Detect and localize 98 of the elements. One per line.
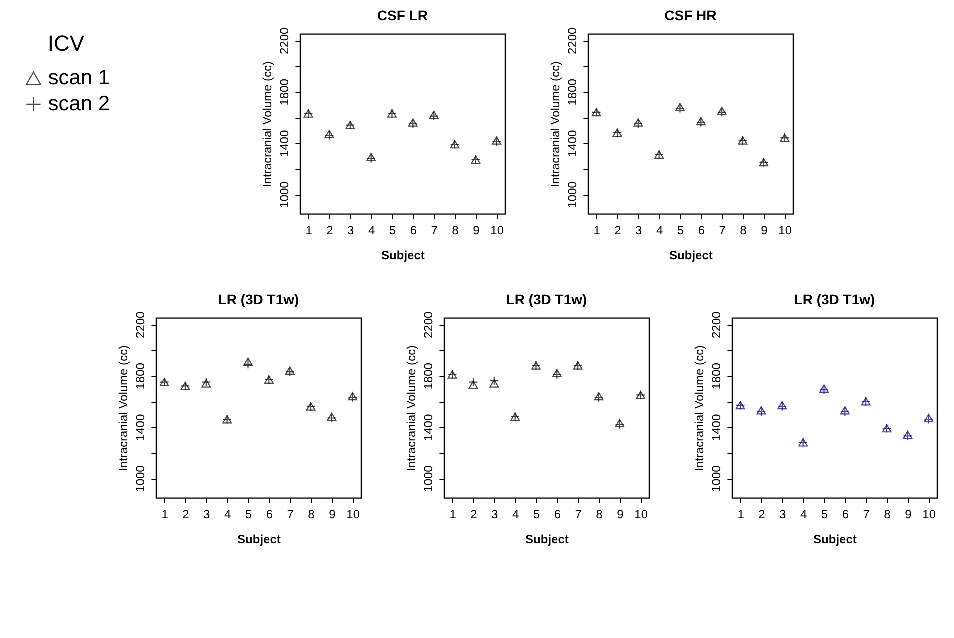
y-tick-label: 2200 xyxy=(278,27,292,55)
x-tick-label: 4 xyxy=(224,508,232,522)
y-axis-title: Intracranial Volume (cc) xyxy=(404,345,419,472)
point xyxy=(244,358,253,366)
x-tick-label: 10 xyxy=(346,508,360,522)
x-tick-label: 10 xyxy=(490,224,504,238)
x-tick-label: 3 xyxy=(492,508,499,522)
chart-title: LR (3D T1w) xyxy=(794,291,876,308)
x-tick-label: 2 xyxy=(326,224,334,238)
x-tick-label: 5 xyxy=(389,224,396,238)
x-tick-label: 10 xyxy=(922,508,936,522)
point xyxy=(324,130,334,138)
x-tick-label: 4 xyxy=(512,508,520,522)
point xyxy=(324,130,334,140)
x-tick-label: 2 xyxy=(614,224,622,238)
chart-title: CSF HR xyxy=(664,7,717,24)
point xyxy=(468,378,478,388)
x-tick-label: 9 xyxy=(473,224,480,238)
y-tick-label: 1400 xyxy=(422,414,436,442)
legend-label: scan 2 xyxy=(48,92,110,116)
x-tick-label: 2 xyxy=(470,508,478,522)
x-tick-label: 6 xyxy=(410,224,418,238)
x-tick-label: 9 xyxy=(761,224,768,238)
y-tick-label: 1000 xyxy=(710,465,724,492)
point xyxy=(490,379,500,388)
y-tick-label: 1000 xyxy=(566,181,580,208)
x-tick-label: 3 xyxy=(780,508,787,522)
x-tick-label: 5 xyxy=(821,508,828,522)
x-tick-label: 8 xyxy=(740,224,748,238)
x-tick-label: 5 xyxy=(245,508,252,522)
chart-title: LR (3D T1w) xyxy=(218,291,300,308)
y-tick-label: 1400 xyxy=(134,414,148,442)
y-tick-label: 1800 xyxy=(566,78,580,106)
x-tick-label: 1 xyxy=(450,508,457,522)
x-tick-label: 6 xyxy=(266,508,274,522)
x-tick-label: 1 xyxy=(306,224,313,238)
x-tick-label: 1 xyxy=(738,508,745,522)
y-tick-label: 1800 xyxy=(134,362,148,390)
y-tick-label: 1000 xyxy=(278,181,292,208)
x-tick-label: 10 xyxy=(634,508,648,522)
x-tick-label: 9 xyxy=(617,508,624,522)
y-tick-label: 1800 xyxy=(278,78,292,106)
x-tick-label: 8 xyxy=(596,508,604,522)
x-tick-label: 4 xyxy=(368,224,376,238)
x-tick-label: 9 xyxy=(329,508,336,522)
x-tick-label: 3 xyxy=(204,508,211,522)
x-tick-label: 4 xyxy=(800,508,808,522)
chart-title: LR (3D T1w) xyxy=(506,291,588,308)
y-tick-label: 1400 xyxy=(566,130,580,158)
x-tick-label: 8 xyxy=(452,224,460,238)
x-tick-label: 2 xyxy=(182,508,190,522)
x-axis-title: Subject xyxy=(238,532,281,546)
y-tick-label: 1000 xyxy=(422,465,436,492)
x-tick-label: 3 xyxy=(636,224,643,238)
y-tick-label: 2200 xyxy=(710,311,724,339)
x-tick-label: 2 xyxy=(758,508,766,522)
y-tick-label: 1000 xyxy=(134,465,148,492)
x-tick-label: 9 xyxy=(905,508,912,522)
y-axis-title: Intracranial Volume (cc) xyxy=(116,345,131,472)
x-axis-title: Subject xyxy=(814,532,857,546)
x-tick-label: 1 xyxy=(594,224,601,238)
x-tick-label: 6 xyxy=(698,224,706,238)
x-tick-label: 5 xyxy=(677,224,684,238)
y-axis-title: Intracranial Volume (cc) xyxy=(548,61,563,188)
x-tick-label: 7 xyxy=(431,224,438,238)
y-tick-label: 1400 xyxy=(278,130,292,158)
x-tick-label: 7 xyxy=(575,508,582,522)
y-axis-title: Intracranial Volume (cc) xyxy=(692,345,707,472)
point xyxy=(820,384,829,393)
x-tick-label: 8 xyxy=(884,508,892,522)
x-tick-label: 3 xyxy=(348,224,355,238)
x-axis-title: Subject xyxy=(670,248,713,262)
point xyxy=(468,380,478,390)
x-tick-label: 6 xyxy=(842,508,850,522)
x-tick-label: 1 xyxy=(162,508,169,522)
y-tick-label: 2200 xyxy=(422,311,436,339)
x-tick-label: 6 xyxy=(554,508,562,522)
y-tick-label: 1800 xyxy=(710,362,724,390)
y-tick-label: 2200 xyxy=(134,311,148,339)
x-tick-label: 7 xyxy=(863,508,870,522)
x-tick-label: 8 xyxy=(308,508,316,522)
x-tick-label: 4 xyxy=(656,224,664,238)
x-axis-title: Subject xyxy=(526,532,569,546)
x-tick-label: 10 xyxy=(778,224,792,238)
legend-label: scan 1 xyxy=(48,66,110,90)
point xyxy=(820,385,829,395)
point xyxy=(244,360,253,370)
x-tick-label: 7 xyxy=(287,508,294,522)
x-axis-title: Subject xyxy=(382,248,425,262)
x-tick-label: 5 xyxy=(533,508,540,522)
y-tick-label: 1800 xyxy=(422,362,436,390)
chart-title: CSF LR xyxy=(377,7,428,24)
y-tick-label: 2200 xyxy=(566,27,580,55)
y-tick-label: 1400 xyxy=(710,414,724,442)
x-tick-label: 7 xyxy=(719,224,726,238)
y-axis-title: Intracranial Volume (cc) xyxy=(260,61,275,188)
point xyxy=(490,376,500,386)
legend-title: ICV xyxy=(48,31,85,56)
